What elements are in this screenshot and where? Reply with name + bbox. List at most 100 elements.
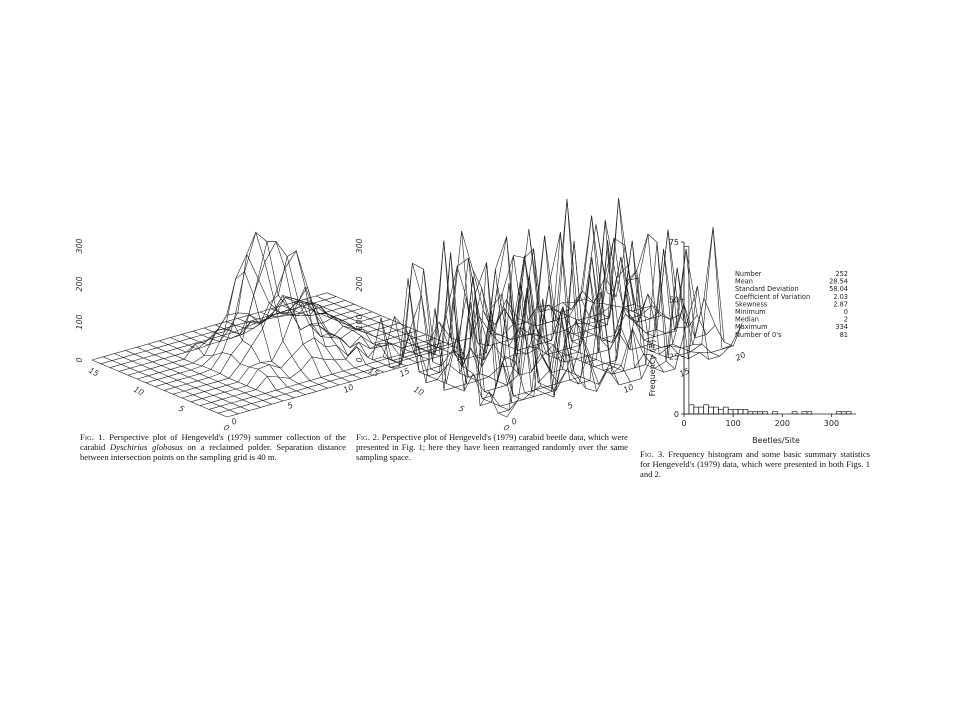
wireframe-col-line <box>226 286 362 379</box>
col-tick-label: 0 <box>510 417 518 427</box>
wireframe-col-line <box>394 263 530 404</box>
wireframe-col-line <box>103 356 239 415</box>
wireframe-col-line <box>539 199 676 370</box>
wireframe-col-line <box>472 269 609 385</box>
wireframe-col-line <box>517 235 653 369</box>
wireframe-col-line <box>282 304 418 363</box>
y-tick-label: 25 <box>669 353 679 362</box>
wireframe-row-line <box>91 292 328 361</box>
wireframe-col-line <box>607 245 743 347</box>
stat-label: Median <box>735 316 759 324</box>
col-tick-label: 5 <box>286 401 294 411</box>
figure-3-caption-text: Frequency histogram and some basic summa… <box>640 449 870 480</box>
wireframe-row-line <box>163 241 400 391</box>
figure-1: 0 100 200 300 0 5 10 15 0 5 10 15 20 <box>70 230 467 433</box>
wireframe-col-line <box>259 301 396 370</box>
histogram-bar <box>683 246 690 415</box>
histogram-bar <box>708 406 714 415</box>
histogram-bar <box>737 409 744 415</box>
wireframe-col-line <box>293 302 429 360</box>
row-tick-label: 10 <box>132 385 145 398</box>
wireframe-row-line <box>425 220 662 384</box>
figure-2-number: Fig. 2. <box>356 432 380 442</box>
summary-statistics: Number 252 Mean 28.54 Standard Deviation 58.0… <box>735 270 848 339</box>
wireframe-row-line <box>181 286 418 399</box>
col-tick-label: 15 <box>398 366 411 378</box>
y-axis-label: Frequency (#) <box>648 340 657 397</box>
stat-label: Mean <box>735 278 753 286</box>
wireframe-row-line <box>488 227 725 407</box>
z-tick-label: 200 <box>75 276 84 291</box>
row-tick-label: 0 <box>502 423 511 433</box>
wireframe-col-line <box>147 343 284 402</box>
stat-label: Skewness <box>735 300 768 308</box>
figure-1-caption: Fig. 1. Perspective plot of Hengeveld's … <box>80 432 346 463</box>
row-tick-label: 15 <box>87 366 100 379</box>
z-tick-label: 100 <box>355 314 364 329</box>
y-tick-label: 50 <box>669 295 679 304</box>
histogram-bar <box>703 404 709 415</box>
figure-3-caption: Fig. 3. Frequency histogram and some bas… <box>640 449 870 480</box>
wireframe-col-line <box>416 240 553 398</box>
wireframe-row-line <box>217 345 454 414</box>
z-tick-label: 300 <box>75 238 84 253</box>
row-tick-label: 5 <box>457 404 466 414</box>
wireframe-col-line <box>450 255 586 389</box>
wireframe-row-line <box>389 215 626 368</box>
wireframe-col-line <box>170 322 306 395</box>
stat-value: 81 <box>840 331 848 339</box>
histogram-bar <box>722 406 729 415</box>
z-tick-label: 100 <box>75 314 84 329</box>
stat-label: Coefficient of Variation <box>735 293 810 301</box>
col-tick-label: 15 <box>678 366 691 378</box>
wireframe-col-line <box>405 252 541 401</box>
wireframe-row-line <box>100 296 337 365</box>
x-tick-label: 200 <box>775 419 790 428</box>
wireframe-col-line <box>215 250 351 383</box>
wireframe-col-line <box>181 271 317 392</box>
histogram-bar <box>688 404 695 415</box>
x-tick-label: 0 <box>681 419 686 428</box>
wireframe-row-line <box>118 303 355 372</box>
figure-1-caption-text-a: Perspective plot of Hengeveld's (1979) s… <box>80 432 346 453</box>
wireframe-col-line <box>461 230 597 392</box>
figure-1-species: Dyschirius globosus <box>110 442 183 453</box>
y-tick-label: 75 <box>669 238 679 247</box>
wireframe-col-line <box>125 350 261 408</box>
wireframe-col-line <box>383 329 519 411</box>
x-axis-label: Beetles/Site <box>752 436 800 445</box>
wireframe-row-line <box>109 300 346 368</box>
stat-value: 2.03 <box>833 293 848 301</box>
stat-value: 252 <box>835 270 848 278</box>
wireframe-col-line <box>248 297 384 373</box>
x-tick-label: 100 <box>726 419 741 428</box>
wireframe-row-line <box>497 267 734 414</box>
col-tick-label: 20 <box>734 350 747 362</box>
wireframe-row-line <box>145 253 382 384</box>
row-tick-label: 0 <box>222 423 231 433</box>
stat-label: Maximum <box>735 323 768 331</box>
wireframe-col-line <box>427 276 564 398</box>
z-tick-label: 300 <box>355 238 364 253</box>
wireframe-surface <box>371 198 743 418</box>
stat-value: 28.54 <box>829 278 848 286</box>
stat-value: 0 <box>844 308 848 316</box>
histogram-bar <box>713 406 719 415</box>
stat-label: Number of 0's <box>735 331 782 339</box>
stat-label: Standard Deviation <box>735 285 799 293</box>
stat-label: Minimum <box>735 308 766 316</box>
wireframe-col-line <box>91 359 228 418</box>
stat-value: 2.87 <box>833 300 848 308</box>
wireframe-col-line <box>192 231 328 389</box>
figure-1-number: Fig. 1. <box>80 432 106 442</box>
wireframe-col-line <box>528 229 664 373</box>
histogram-bar <box>742 409 749 415</box>
wireframe-col-line <box>506 232 642 379</box>
histogram-bar <box>727 409 734 415</box>
wireframe-col-line <box>551 220 687 359</box>
col-tick-label: 5 <box>566 401 574 411</box>
wireframe-col-line <box>304 298 440 357</box>
figure-2-caption: Fig. 2. Perspective plot of Hengeveld's … <box>356 432 628 463</box>
